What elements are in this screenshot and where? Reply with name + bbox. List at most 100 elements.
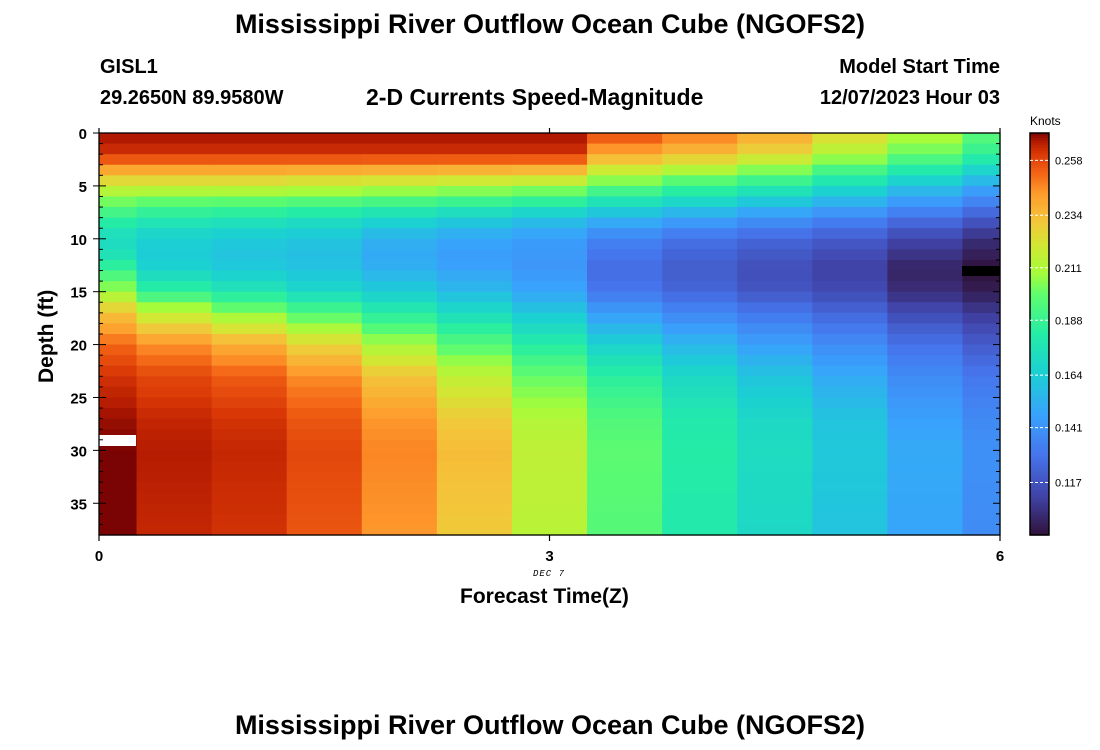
heatmap-cell <box>361 291 438 303</box>
heatmap-cell <box>812 439 888 451</box>
colorbar-swatch <box>1030 474 1049 478</box>
heatmap-cell <box>962 249 1001 261</box>
colorbar-swatch <box>1030 464 1049 468</box>
colorbar-swatch <box>1030 394 1049 398</box>
heatmap-cell <box>662 259 738 272</box>
heatmap-cell <box>962 312 1001 325</box>
colorbar-swatch <box>1030 514 1049 519</box>
heatmap-cell <box>887 323 964 335</box>
heatmap-cell <box>737 397 813 409</box>
heatmap-cell <box>662 207 738 219</box>
heatmap-cell <box>587 207 663 219</box>
colorbar-swatch <box>1030 175 1049 179</box>
colorbar-tick-label: 0.141 <box>1055 423 1083 435</box>
heatmap-cell <box>211 471 288 483</box>
heatmap-cell <box>587 524 663 536</box>
heatmap-cell <box>887 217 964 229</box>
colorbar-swatch <box>1030 424 1049 428</box>
colorbar-swatch <box>1030 293 1049 297</box>
heatmap-cell <box>812 164 888 176</box>
heatmap-cell <box>136 133 213 145</box>
colorbar-swatch <box>1030 366 1049 370</box>
colorbar-swatch <box>1030 323 1049 328</box>
heatmap-cell <box>737 460 813 473</box>
heatmap-cell <box>286 492 363 504</box>
heatmap-cell <box>211 133 288 145</box>
heatmap-cell <box>436 344 513 356</box>
heatmap-cell <box>436 133 513 145</box>
heatmap-cell <box>812 207 888 219</box>
colorbar-swatch <box>1030 298 1049 302</box>
heatmap-cell <box>662 429 738 441</box>
heatmap-cell <box>436 365 513 377</box>
heatmap-cell <box>99 376 138 388</box>
colorbar-swatch <box>1030 283 1049 287</box>
heatmap-cell <box>812 471 888 483</box>
heatmap-cell <box>962 386 1001 399</box>
colorbar-swatch <box>1030 502 1049 506</box>
heatmap-cell <box>812 418 888 430</box>
colorbar-swatch <box>1030 457 1049 461</box>
colorbar-swatch <box>1030 384 1049 388</box>
heatmap-cell <box>737 143 813 155</box>
heatmap-cell <box>436 185 513 198</box>
heatmap-cell <box>737 312 813 325</box>
heatmap-cell <box>136 207 213 219</box>
heatmap-cell <box>136 259 213 272</box>
colorbar-swatch <box>1030 426 1049 431</box>
heatmap-cell <box>587 376 663 388</box>
heatmap-cell <box>211 312 288 325</box>
heatmap-cell <box>136 291 213 303</box>
heatmap-cell <box>511 143 588 155</box>
colorbar-swatch <box>1030 369 1049 373</box>
heatmap-cell <box>662 482 738 494</box>
heatmap-cell <box>436 270 513 282</box>
heatmap-cell <box>511 503 588 515</box>
heatmap-cell <box>511 439 588 451</box>
heatmap-cell <box>662 133 738 145</box>
heatmap-cell <box>887 291 964 303</box>
heatmap-cell <box>812 460 888 473</box>
repeat-title: Mississippi River Outflow Ocean Cube (NG… <box>234 710 866 740</box>
heatmap-cell <box>286 344 363 356</box>
colorbar-swatch <box>1030 238 1049 242</box>
heatmap-cell <box>662 397 738 409</box>
colorbar-swatch <box>1030 391 1049 395</box>
heatmap-cell <box>211 376 288 388</box>
heatmap-cell <box>812 376 888 388</box>
colorbar-swatch <box>1030 145 1049 149</box>
heatmap-cell <box>887 439 964 451</box>
heatmap-cell <box>136 217 213 229</box>
heatmap-cell <box>511 270 588 282</box>
heatmap-cell <box>662 164 738 176</box>
heatmap-cell <box>99 408 138 420</box>
heatmap-cell <box>887 460 964 473</box>
heatmap-cell <box>962 492 1001 504</box>
heatmap-cell <box>99 228 138 240</box>
heatmap-cell <box>211 524 288 536</box>
heatmap-cell <box>436 429 513 441</box>
heatmap-cell <box>211 503 288 515</box>
heatmap-cell <box>511 450 588 462</box>
colorbar-swatch <box>1030 198 1049 202</box>
colorbar-swatch <box>1030 509 1049 513</box>
colorbar-swatch <box>1030 459 1049 463</box>
heatmap-cell <box>136 524 213 536</box>
heatmap-cell <box>962 196 1001 208</box>
heatmap-cell <box>361 207 438 219</box>
heatmap-cell <box>812 259 888 272</box>
heatmap-cell <box>136 492 213 504</box>
heatmap-cell <box>962 355 1001 367</box>
colorbar-swatch <box>1030 263 1049 267</box>
heatmap-cell <box>511 460 588 473</box>
heatmap-cell <box>361 418 438 430</box>
heatmap-cell <box>812 365 888 377</box>
colorbar-swatch <box>1030 414 1049 418</box>
heatmap-cell <box>812 386 888 399</box>
heatmap-cell <box>887 175 964 187</box>
colorbar-swatch <box>1030 273 1049 277</box>
heatmap-cell <box>737 355 813 367</box>
heatmap-cell <box>211 175 288 187</box>
colorbar-swatch <box>1030 183 1049 187</box>
heatmap-cell <box>136 302 213 314</box>
